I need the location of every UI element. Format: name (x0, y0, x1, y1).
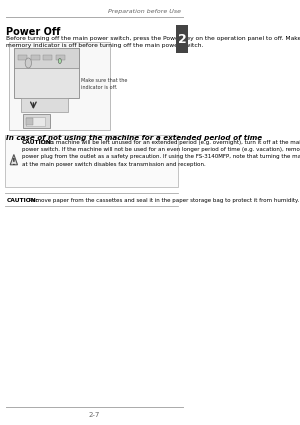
FancyBboxPatch shape (26, 118, 33, 125)
FancyBboxPatch shape (14, 48, 79, 98)
Text: power switch. If the machine will not be used for an even longer period of time : power switch. If the machine will not be… (22, 147, 300, 152)
FancyBboxPatch shape (21, 98, 68, 112)
Text: power plug from the outlet as a safety precaution. If using the FS-3140MFP, note: power plug from the outlet as a safety p… (22, 154, 300, 159)
FancyBboxPatch shape (44, 55, 52, 60)
Text: Preparation before Use: Preparation before Use (108, 9, 181, 14)
FancyBboxPatch shape (14, 48, 79, 68)
FancyBboxPatch shape (9, 42, 110, 130)
Text: !: ! (12, 158, 16, 167)
FancyBboxPatch shape (31, 55, 40, 60)
Text: Make sure that the: Make sure that the (81, 78, 127, 83)
Text: Remove paper from the cassettes and seal it in the paper storage bag to protect : Remove paper from the cassettes and seal… (27, 198, 299, 203)
Polygon shape (10, 155, 17, 165)
Text: If this machine will be left unused for an extended period (e.g. overnight), tur: If this machine will be left unused for … (37, 140, 300, 145)
Text: Power Off: Power Off (6, 27, 61, 37)
Text: 2-7: 2-7 (89, 412, 100, 418)
Text: at the main power switch disables fax transmission and reception.: at the main power switch disables fax tr… (22, 162, 206, 167)
Text: CAUTION:: CAUTION: (22, 140, 54, 145)
Text: memory indicator is off before turning off the main power switch.: memory indicator is off before turning o… (6, 43, 204, 48)
FancyBboxPatch shape (5, 135, 178, 187)
Text: indicator is off.: indicator is off. (81, 85, 117, 90)
FancyBboxPatch shape (56, 55, 65, 60)
Circle shape (25, 58, 32, 68)
Text: In case of not using the machine for a extended period of time: In case of not using the machine for a e… (6, 135, 262, 141)
FancyBboxPatch shape (176, 25, 188, 53)
FancyBboxPatch shape (23, 114, 50, 128)
FancyBboxPatch shape (26, 117, 45, 126)
FancyBboxPatch shape (18, 55, 27, 60)
Text: 2: 2 (178, 32, 186, 45)
Circle shape (58, 59, 62, 63)
Text: Before turning off the main power switch, press the Power key on the operation p: Before turning off the main power switch… (6, 36, 300, 41)
Text: CAUTION:: CAUTION: (6, 198, 38, 203)
